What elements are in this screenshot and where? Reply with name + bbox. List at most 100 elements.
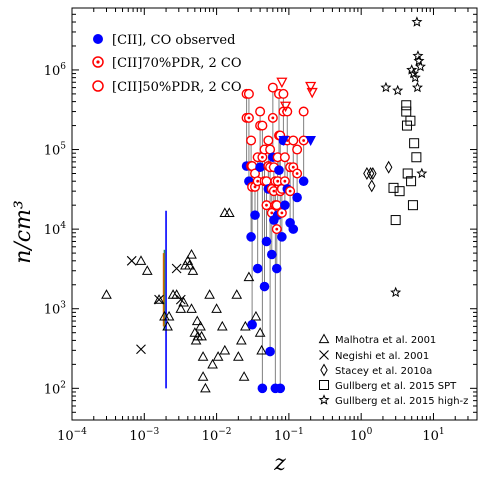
observed-point xyxy=(247,319,257,330)
y-tick-label: 105 xyxy=(44,142,67,159)
pdr50-point xyxy=(267,82,278,93)
legend-observed-label: [CII], CO observed xyxy=(112,33,235,48)
pdr70-point-dot xyxy=(288,189,292,193)
upper-limit-red xyxy=(276,77,288,89)
data-point-triangle xyxy=(178,296,189,307)
upper-limit-red xyxy=(305,81,317,93)
upper-limit-red xyxy=(279,101,292,113)
pdr70-point-dot xyxy=(276,179,280,183)
legend-star-marker xyxy=(318,394,330,405)
observed-point xyxy=(266,249,277,260)
x-tick-label: 100 xyxy=(350,427,373,444)
observed-point xyxy=(261,236,272,247)
x-tick-label: 10−2 xyxy=(202,427,232,444)
legend-label: Negishi et al. 2001 xyxy=(335,351,429,362)
observed-point xyxy=(271,263,282,274)
legend-top: [CII], CO observed [CII]70%PDR, 2 CO [CI… xyxy=(92,33,242,95)
observed-point xyxy=(288,224,299,234)
data-point-star xyxy=(414,60,426,72)
data-point-triangle xyxy=(195,320,206,331)
pdr70-point-dot xyxy=(295,172,299,175)
data-point-star xyxy=(411,16,423,27)
data-point-triangle xyxy=(171,289,182,299)
data-point-triangle xyxy=(186,303,197,313)
pdr70-point-dot xyxy=(253,185,257,189)
data-point-star xyxy=(380,81,392,93)
pdr70-point-dot xyxy=(272,189,276,193)
data-point-triangle xyxy=(223,207,235,217)
pdr50-point xyxy=(255,106,266,117)
legend-pdr50-label: [CII]50%PDR, 2 CO xyxy=(112,80,242,95)
pdr70-point-dot xyxy=(265,203,268,207)
x-tick-label: 10−3 xyxy=(129,427,159,444)
data-point-square xyxy=(407,200,418,211)
x-tick-label: 10−1 xyxy=(274,427,304,444)
data-point-star xyxy=(416,167,428,179)
x-axis-title: z xyxy=(273,451,286,476)
observed-point xyxy=(252,263,263,274)
legend-label: Stacey et al. 2010a xyxy=(335,366,432,377)
legend-bottom: Malhotra et al. 2001 Negishi et al. 2001 S… xyxy=(318,333,468,407)
legend-label: Malhotra et al. 2001 xyxy=(335,335,436,346)
legend-label: Gullberg et al. 2015 high-z xyxy=(335,396,468,407)
data-point-triangle xyxy=(219,344,231,355)
pdr70-point-dot xyxy=(256,179,260,183)
data-point-square xyxy=(411,152,422,163)
pdr70-point-dot xyxy=(271,116,275,120)
legend-label: Gullberg et al. 2015 SPT xyxy=(335,381,457,392)
data-point-triangle xyxy=(200,382,211,393)
data-point-triangle xyxy=(135,255,147,265)
data-point-triangle xyxy=(163,310,175,321)
data-point-triangle xyxy=(256,344,267,355)
observed-point xyxy=(250,210,260,220)
observed-point xyxy=(277,232,287,242)
data-point-square xyxy=(402,168,413,179)
data-point-triangle xyxy=(197,351,209,361)
data-point-diamond xyxy=(368,179,376,193)
observed-point xyxy=(259,281,270,292)
pdr50-point xyxy=(292,144,303,155)
data-point-triangle xyxy=(101,289,112,299)
pdr50-point xyxy=(271,200,282,211)
y-tick-label: 106 xyxy=(44,62,67,79)
observed-point xyxy=(298,176,309,187)
pdr70-point-dot xyxy=(247,116,251,120)
data-point-cross xyxy=(154,294,164,305)
pdr50-point xyxy=(261,176,272,187)
data-point-square xyxy=(406,176,417,187)
data-point-triangle xyxy=(211,303,222,313)
pdr70-point-dot xyxy=(302,139,306,142)
data-point-diamond xyxy=(384,160,393,174)
pdr70-point-dot xyxy=(283,179,287,183)
data-point-triangle xyxy=(196,330,207,341)
observed-point xyxy=(246,232,256,242)
observed-point xyxy=(265,346,275,357)
data-point-square xyxy=(394,186,405,197)
pdr70-point-dot xyxy=(291,165,295,169)
pdr50-point xyxy=(263,135,274,146)
data-point-triangle xyxy=(216,320,228,331)
pdr50-point xyxy=(257,120,268,131)
pdr50-point xyxy=(288,135,299,146)
y-tick-label: 102 xyxy=(44,380,66,397)
data-point-cross xyxy=(171,263,182,274)
data-point-square xyxy=(405,115,416,126)
data-point-star xyxy=(411,81,423,93)
pdr50-point xyxy=(298,106,309,117)
observed-point xyxy=(292,192,302,203)
data-point-triangle xyxy=(231,289,243,299)
data-point-star xyxy=(390,286,402,298)
pdr50-point xyxy=(278,88,289,99)
observed-point xyxy=(255,162,265,172)
data-point-diamond xyxy=(369,166,377,181)
upper-limit-blue xyxy=(278,135,290,147)
y-axis-title: n/cm³ xyxy=(11,200,36,264)
data-point-square xyxy=(388,182,399,193)
upper-limit-red xyxy=(306,87,318,99)
data-marks xyxy=(101,16,428,394)
legend-cross-marker xyxy=(319,350,329,360)
pdr70-point-dot xyxy=(260,155,264,159)
legend-pdr50-marker xyxy=(92,80,104,92)
y-tick-label: 103 xyxy=(44,301,67,318)
